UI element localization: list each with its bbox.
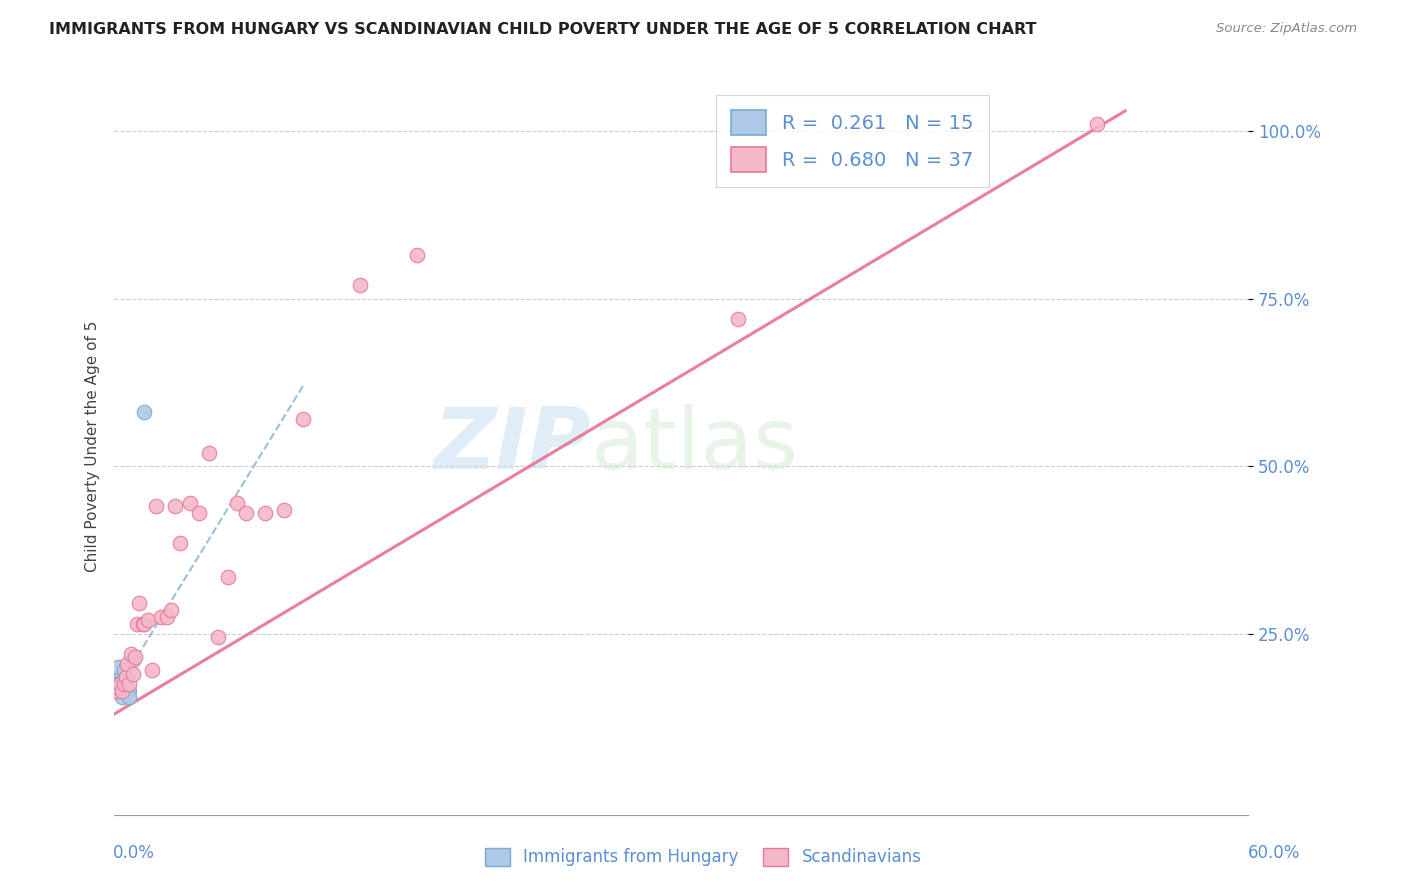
Point xyxy=(128,597,150,611)
Point xyxy=(1085,117,1108,131)
Point xyxy=(105,673,128,688)
Point xyxy=(160,603,183,617)
Point xyxy=(114,673,136,688)
Point xyxy=(169,536,191,550)
Point xyxy=(254,506,277,520)
Point xyxy=(112,677,135,691)
Point xyxy=(207,630,229,644)
Point xyxy=(111,690,134,705)
Point xyxy=(118,677,141,691)
Point xyxy=(292,412,315,426)
Point xyxy=(134,405,156,419)
Point xyxy=(105,677,128,691)
Point xyxy=(107,677,129,691)
Point xyxy=(156,610,179,624)
Point xyxy=(197,446,219,460)
Point xyxy=(111,683,134,698)
Point xyxy=(125,616,148,631)
Point xyxy=(273,502,295,516)
Point xyxy=(136,613,159,627)
Point xyxy=(107,660,129,674)
Point xyxy=(179,496,201,510)
Text: IMMIGRANTS FROM HUNGARY VS SCANDINAVIAN CHILD POVERTY UNDER THE AGE OF 5 CORRELA: IMMIGRANTS FROM HUNGARY VS SCANDINAVIAN … xyxy=(49,22,1036,37)
Point xyxy=(108,680,131,694)
Text: Source: ZipAtlas.com: Source: ZipAtlas.com xyxy=(1216,22,1357,36)
Point xyxy=(114,670,136,684)
Point xyxy=(145,500,167,514)
Text: ZIP: ZIP xyxy=(433,404,591,488)
Point xyxy=(117,657,139,671)
Point xyxy=(217,569,239,583)
Point xyxy=(235,506,257,520)
Point xyxy=(105,683,128,698)
Point xyxy=(131,616,153,631)
Point xyxy=(163,500,186,514)
Point xyxy=(118,683,141,698)
Point xyxy=(188,506,211,520)
Point xyxy=(727,311,749,326)
Point xyxy=(112,664,135,678)
Point xyxy=(405,248,427,262)
Point xyxy=(107,680,129,694)
Point xyxy=(226,496,249,510)
Text: 0.0%: 0.0% xyxy=(112,844,155,862)
Point xyxy=(122,653,145,667)
Text: atlas: atlas xyxy=(591,404,799,488)
Point xyxy=(118,690,141,705)
Y-axis label: Child Poverty Under the Age of 5: Child Poverty Under the Age of 5 xyxy=(86,320,100,572)
Point xyxy=(349,278,371,293)
Legend: Immigrants from Hungary, Scandinavians: Immigrants from Hungary, Scandinavians xyxy=(478,841,928,873)
Legend: R =  0.261   N = 15, R =  0.680   N = 37: R = 0.261 N = 15, R = 0.680 N = 37 xyxy=(716,95,988,187)
Point xyxy=(108,677,131,691)
Point xyxy=(120,647,142,661)
Point xyxy=(108,683,131,698)
Point xyxy=(111,683,134,698)
Point xyxy=(141,664,163,678)
Point xyxy=(122,666,145,681)
Point xyxy=(108,677,131,691)
Point xyxy=(134,616,156,631)
Point xyxy=(124,650,146,665)
Text: 60.0%: 60.0% xyxy=(1249,844,1301,862)
Point xyxy=(150,610,173,624)
